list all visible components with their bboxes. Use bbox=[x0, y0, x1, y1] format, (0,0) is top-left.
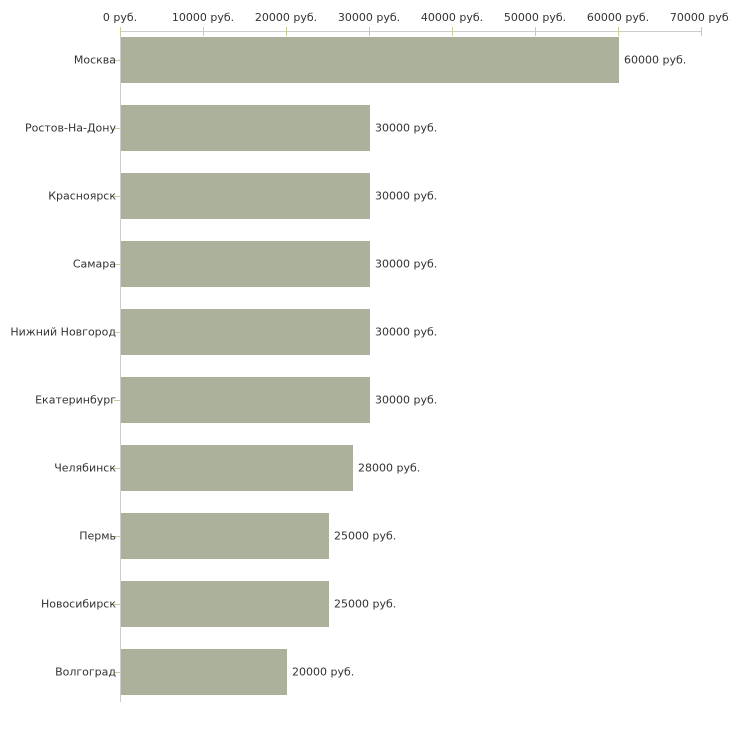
x-tick-mark bbox=[120, 27, 121, 36]
bar bbox=[121, 513, 329, 559]
bar bbox=[121, 309, 370, 355]
x-tick-label: 40000 руб. bbox=[420, 11, 484, 24]
category-label: Екатеринбург bbox=[35, 393, 116, 407]
value-label: 30000 руб. bbox=[375, 393, 438, 407]
x-tick-mark bbox=[701, 27, 702, 36]
category-tick-mark bbox=[114, 196, 120, 197]
category-label: Ростов-На-Дону bbox=[24, 121, 116, 135]
bar bbox=[121, 377, 370, 423]
x-tick-label: 10000 руб. bbox=[171, 11, 235, 24]
x-tick-label: 50000 руб. bbox=[503, 11, 567, 24]
category-label: Новосибирск bbox=[40, 597, 116, 611]
bar bbox=[121, 241, 370, 287]
category-tick-mark bbox=[114, 604, 120, 605]
x-tick-label: 30000 руб. bbox=[337, 11, 401, 24]
category-label: Самара bbox=[72, 257, 116, 271]
x-tick-label: 60000 руб. bbox=[586, 11, 650, 24]
x-axis-line bbox=[120, 31, 702, 32]
category-tick-mark bbox=[114, 60, 120, 61]
bar bbox=[121, 649, 287, 695]
x-tick-label: 70000 руб. bbox=[669, 11, 730, 24]
category-label: Волгоград bbox=[55, 665, 116, 679]
bar bbox=[121, 37, 619, 83]
x-tick-label: 0 руб. bbox=[102, 11, 138, 24]
value-label: 60000 руб. bbox=[624, 53, 687, 67]
category-tick-mark bbox=[114, 332, 120, 333]
bar bbox=[121, 581, 329, 627]
category-label: Москва bbox=[73, 53, 116, 67]
y-axis-line bbox=[120, 31, 121, 702]
x-tick-mark bbox=[618, 27, 619, 36]
category-tick-mark bbox=[114, 400, 120, 401]
category-tick-mark bbox=[114, 264, 120, 265]
value-label: 25000 руб. bbox=[334, 597, 397, 611]
x-tick-label: 20000 руб. bbox=[254, 11, 318, 24]
value-label: 28000 руб. bbox=[358, 461, 421, 475]
value-label: 25000 руб. bbox=[334, 529, 397, 543]
value-label: 30000 руб. bbox=[375, 257, 438, 271]
bar bbox=[121, 445, 353, 491]
category-tick-mark bbox=[114, 128, 120, 129]
value-label: 20000 руб. bbox=[292, 665, 355, 679]
x-tick-mark bbox=[286, 27, 287, 36]
category-tick-mark bbox=[114, 672, 120, 673]
category-label: Челябинск bbox=[54, 461, 116, 475]
value-label: 30000 руб. bbox=[375, 189, 438, 203]
x-tick-mark bbox=[452, 27, 453, 36]
x-tick-mark bbox=[535, 27, 536, 36]
category-label: Красноярск bbox=[48, 189, 116, 203]
bar bbox=[121, 173, 370, 219]
category-tick-mark bbox=[114, 536, 120, 537]
category-tick-mark bbox=[114, 468, 120, 469]
x-tick-mark bbox=[203, 27, 204, 36]
x-tick-mark bbox=[369, 27, 370, 36]
value-label: 30000 руб. bbox=[375, 325, 438, 339]
category-label: Нижний Новгород bbox=[10, 325, 116, 339]
value-label: 30000 руб. bbox=[375, 121, 438, 135]
bar bbox=[121, 105, 370, 151]
category-label: Пермь bbox=[79, 529, 116, 543]
